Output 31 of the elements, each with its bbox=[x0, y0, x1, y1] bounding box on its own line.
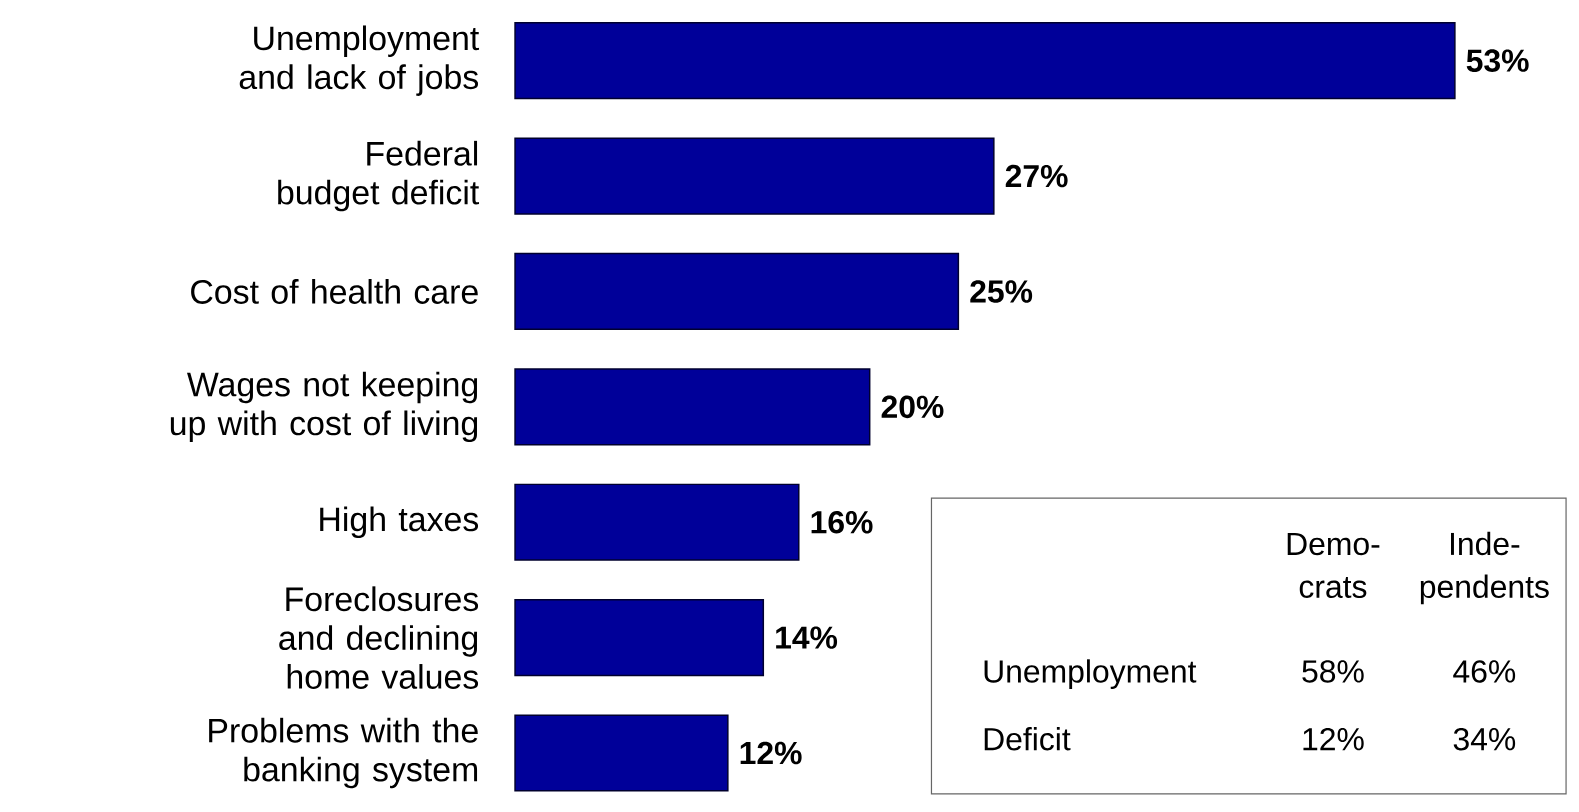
annotation: pendents bbox=[1420, 574, 1549, 605]
data-label: 16% bbox=[811, 511, 873, 534]
bar bbox=[514, 714, 729, 792]
data-label: 25% bbox=[970, 280, 1033, 303]
bar bbox=[514, 483, 800, 561]
annotation: crats bbox=[1299, 577, 1367, 599]
annotation: Inde- bbox=[1450, 531, 1520, 556]
y-tick-label: High taxes bbox=[320, 506, 479, 539]
annotation: 46% bbox=[1453, 660, 1516, 683]
data-label: 53% bbox=[1466, 49, 1529, 73]
annotation: Deficit bbox=[984, 727, 1071, 751]
annotation: Demo- bbox=[1287, 533, 1380, 556]
y-tick-label: Foreclosures and declining home values bbox=[279, 586, 479, 689]
y-tick-label: Wages not keeping up with cost of living bbox=[170, 371, 478, 443]
data-label: 14% bbox=[776, 626, 838, 649]
bar bbox=[514, 252, 960, 331]
y-tick-label: Problems with the banking system bbox=[209, 717, 478, 789]
annotation: 58% bbox=[1302, 660, 1364, 683]
data-label: 12% bbox=[740, 741, 802, 765]
y-tick-label: Cost of health care bbox=[191, 279, 478, 304]
data-label: 20% bbox=[881, 395, 944, 419]
bar bbox=[514, 599, 765, 677]
annotation: 12% bbox=[1303, 727, 1364, 751]
y-tick-label: Unemployment and lack of jobs bbox=[239, 25, 480, 96]
annotation: Unemployment bbox=[984, 659, 1197, 690]
annotation: 34% bbox=[1453, 727, 1516, 751]
bar bbox=[514, 368, 871, 446]
data-label: 27% bbox=[1005, 164, 1068, 188]
bar bbox=[514, 22, 1456, 100]
y-tick-label: Federal budget deficit bbox=[278, 140, 480, 212]
bar bbox=[514, 137, 995, 215]
